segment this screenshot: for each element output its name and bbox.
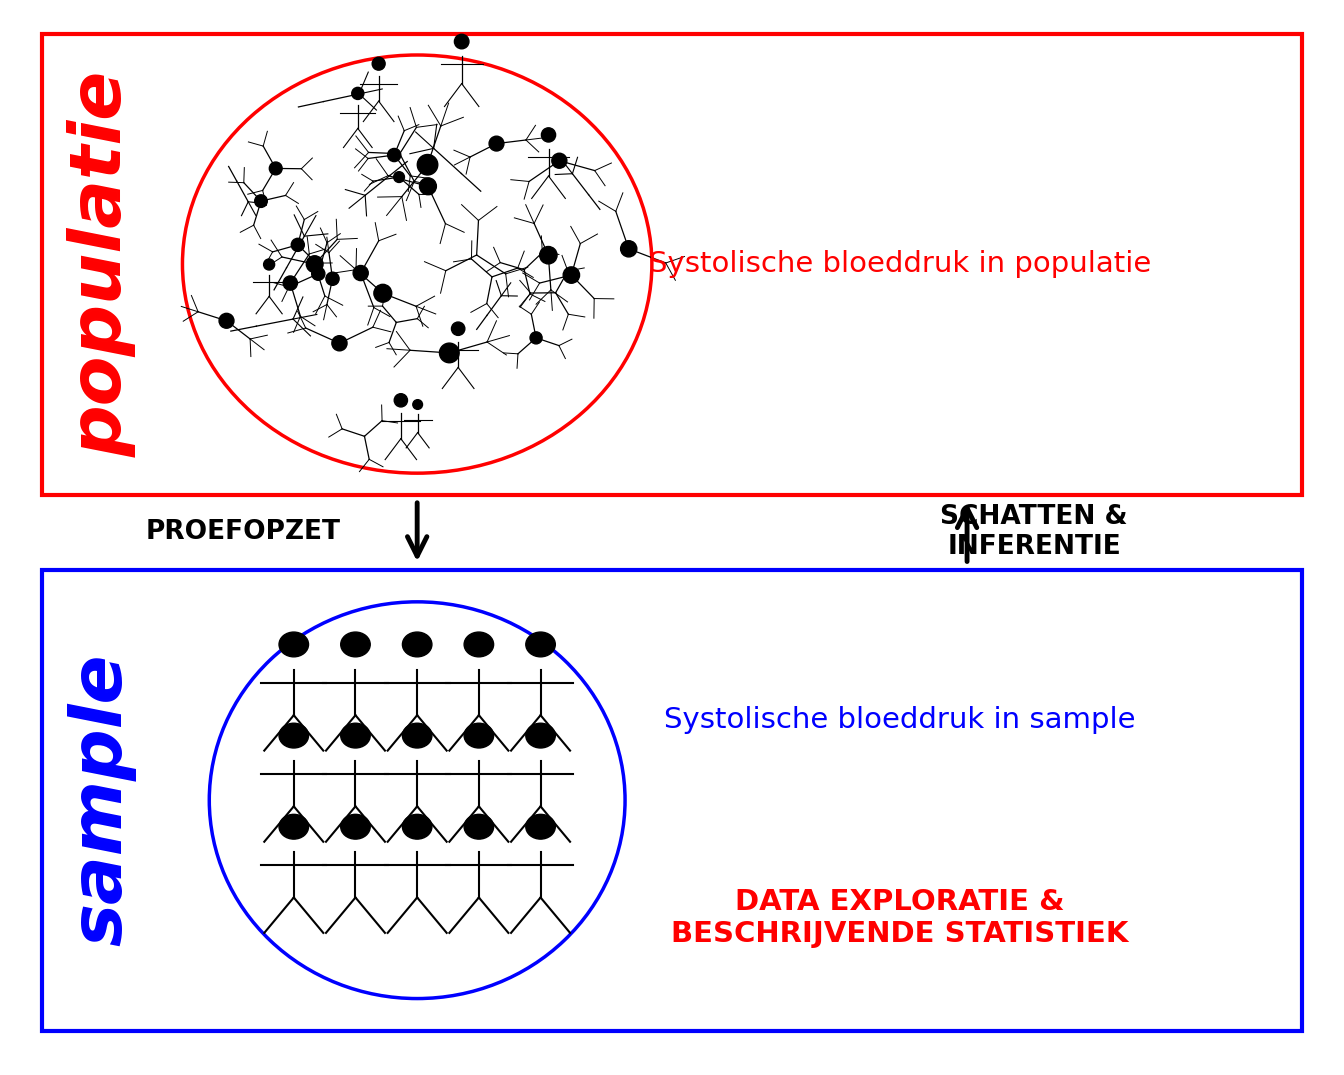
Ellipse shape bbox=[280, 815, 309, 840]
Ellipse shape bbox=[394, 172, 405, 183]
Ellipse shape bbox=[454, 34, 469, 48]
Text: SCHATTEN &
INFERENTIE: SCHATTEN & INFERENTIE bbox=[941, 504, 1128, 560]
Ellipse shape bbox=[327, 272, 339, 285]
Ellipse shape bbox=[402, 815, 431, 840]
Bar bbox=[42, 570, 1302, 1031]
Ellipse shape bbox=[540, 246, 556, 263]
Ellipse shape bbox=[341, 723, 370, 748]
Ellipse shape bbox=[452, 322, 465, 335]
Ellipse shape bbox=[284, 276, 297, 290]
Ellipse shape bbox=[419, 177, 437, 195]
Ellipse shape bbox=[526, 723, 555, 748]
Ellipse shape bbox=[402, 723, 431, 748]
Ellipse shape bbox=[312, 267, 325, 281]
Ellipse shape bbox=[255, 195, 267, 207]
Ellipse shape bbox=[621, 241, 637, 257]
Ellipse shape bbox=[210, 602, 625, 999]
Text: PROEFOPZET: PROEFOPZET bbox=[145, 519, 340, 545]
Ellipse shape bbox=[183, 55, 652, 473]
Bar bbox=[42, 33, 1302, 495]
Ellipse shape bbox=[341, 815, 370, 840]
Ellipse shape bbox=[219, 313, 234, 328]
Text: Systolische bloeddruk in sample: Systolische bloeddruk in sample bbox=[664, 706, 1136, 734]
Ellipse shape bbox=[353, 266, 368, 281]
Text: Systolische bloeddruk in populatie: Systolische bloeddruk in populatie bbox=[649, 250, 1150, 278]
Ellipse shape bbox=[292, 239, 304, 252]
Ellipse shape bbox=[464, 723, 493, 748]
Ellipse shape bbox=[352, 87, 364, 100]
Text: sample: sample bbox=[67, 654, 137, 946]
Ellipse shape bbox=[413, 400, 422, 410]
Ellipse shape bbox=[306, 256, 323, 272]
Ellipse shape bbox=[417, 155, 438, 175]
Ellipse shape bbox=[563, 267, 579, 283]
Text: DATA EXPLORATIE &
BESCHRIJVENDE STATISTIEK: DATA EXPLORATIE & BESCHRIJVENDE STATISTI… bbox=[671, 888, 1129, 948]
Ellipse shape bbox=[374, 284, 391, 302]
Ellipse shape bbox=[372, 57, 386, 70]
Ellipse shape bbox=[464, 815, 493, 840]
Ellipse shape bbox=[332, 335, 347, 350]
Text: populatie: populatie bbox=[67, 71, 137, 457]
Ellipse shape bbox=[263, 259, 274, 270]
Ellipse shape bbox=[526, 815, 555, 840]
Ellipse shape bbox=[526, 632, 555, 657]
Ellipse shape bbox=[280, 632, 309, 657]
Ellipse shape bbox=[269, 162, 282, 175]
Ellipse shape bbox=[552, 154, 567, 168]
Ellipse shape bbox=[489, 137, 504, 151]
Ellipse shape bbox=[341, 632, 370, 657]
Ellipse shape bbox=[402, 632, 431, 657]
Ellipse shape bbox=[530, 332, 542, 344]
Ellipse shape bbox=[464, 632, 493, 657]
Ellipse shape bbox=[394, 393, 407, 407]
Ellipse shape bbox=[387, 148, 401, 161]
Ellipse shape bbox=[280, 723, 309, 748]
Ellipse shape bbox=[439, 343, 460, 362]
Ellipse shape bbox=[542, 128, 555, 142]
